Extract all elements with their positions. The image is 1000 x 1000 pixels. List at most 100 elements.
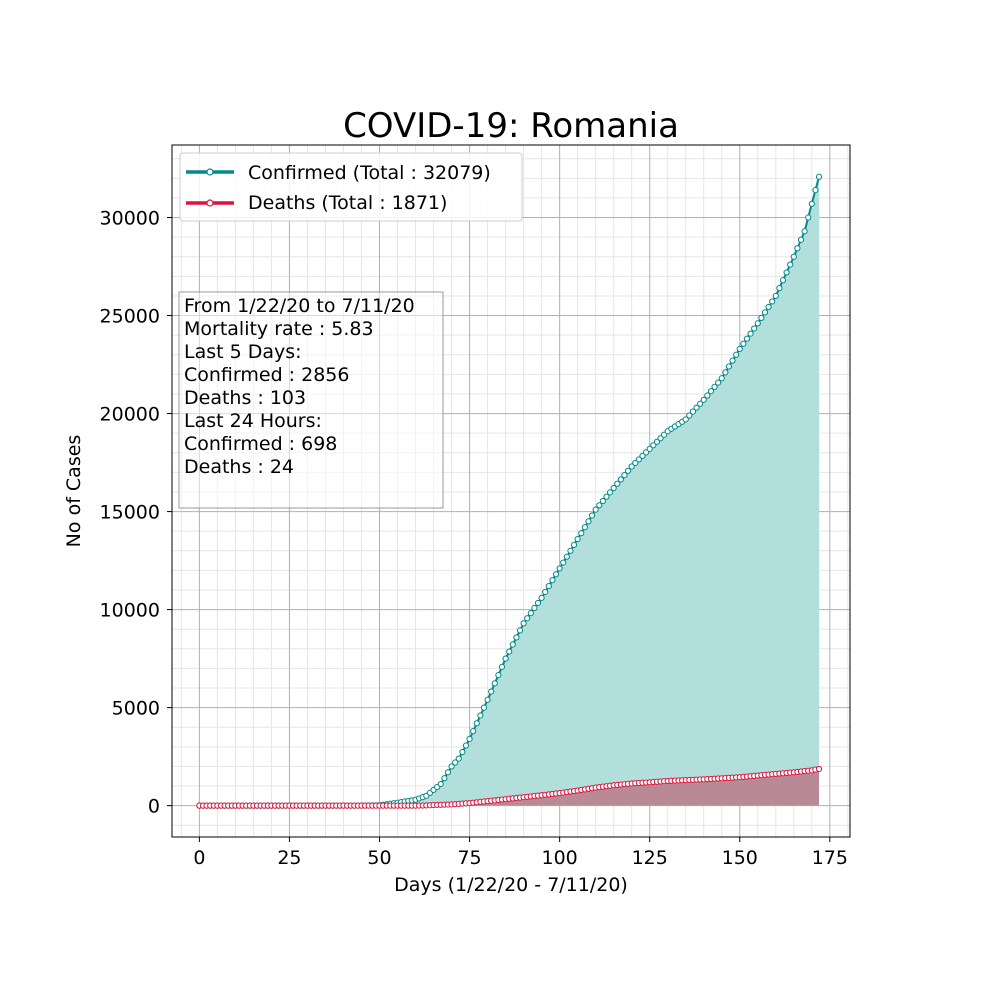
confirmed-point: [509, 641, 516, 648]
confirmed-point: [448, 763, 455, 770]
legend-deaths-label: Deaths (Total : 1871): [248, 192, 447, 214]
legend: Confirmed (Total : 32079) Deaths (Total …: [179, 152, 523, 222]
confirmed-point: [761, 309, 769, 316]
y-tick-label: 5000: [112, 698, 160, 720]
confirmed-point: [805, 214, 812, 221]
confirmed-point: [624, 467, 632, 474]
confirmed-point: [498, 663, 506, 670]
confirmed-point: [639, 452, 646, 460]
plot-frame: [171, 144, 851, 838]
y-tick-label: 25000: [100, 306, 160, 328]
confirmed-point: [495, 671, 502, 679]
info-line-last24-confirmed: Confirmed : 698: [184, 433, 337, 455]
confirmed-point: [812, 186, 819, 194]
confirmed-point: [516, 627, 524, 634]
info-line-date-range: From 1/22/20 to 7/11/20: [184, 295, 415, 317]
confirmed-point: [545, 582, 552, 590]
confirmed-point: [646, 445, 653, 452]
confirmed-point: [815, 173, 823, 180]
confirmed-point: [502, 655, 509, 662]
legend-confirmed-marker: [206, 168, 214, 176]
confirmed-point: [437, 780, 444, 788]
confirmed-point: [693, 404, 700, 411]
confirmed-point: [661, 431, 668, 438]
confirmed-point: [574, 535, 581, 543]
confirmed-point: [524, 615, 531, 622]
info-box: From 1/22/20 to 7/11/20 Mortality rate :…: [178, 291, 444, 509]
confirmed-point: [751, 325, 758, 332]
y-tick-label: 20000: [100, 404, 160, 426]
confirmed-point: [610, 484, 617, 492]
confirmed-point: [808, 200, 815, 207]
confirmed-point: [711, 383, 718, 391]
confirmed-point: [549, 577, 556, 584]
confirmed-point: [718, 375, 725, 382]
confirmed-point: [779, 277, 787, 284]
confirmed-point: [578, 530, 585, 537]
confirmed-point: [689, 408, 697, 415]
confirmed-point: [538, 594, 545, 601]
confirmed-point: [725, 363, 733, 370]
confirmed-point: [787, 261, 794, 268]
legend-confirmed-label: Confirmed (Total : 32079): [248, 162, 491, 184]
deaths-area: [199, 768, 820, 806]
confirmed-point: [542, 588, 549, 596]
confirmed-point: [480, 704, 488, 711]
legend-deaths-marker: [206, 199, 214, 207]
confirmed-point: [643, 449, 650, 456]
confirmed-point: [617, 476, 624, 483]
info-line-last5-confirmed: Confirmed : 2856: [184, 364, 349, 386]
confirmed-point: [715, 379, 722, 386]
confirmed-point: [776, 285, 783, 292]
confirmed-point: [614, 480, 621, 487]
series-markers: [196, 173, 823, 809]
y-tick-label: 10000: [100, 600, 160, 622]
x-tick-label: 50: [367, 847, 391, 869]
confirmed-point: [747, 330, 754, 337]
confirmed-point: [794, 245, 801, 252]
x-tick-label: 125: [632, 847, 668, 869]
confirmed-point: [531, 604, 538, 612]
confirmed-point: [462, 742, 470, 749]
confirmed-point: [488, 688, 495, 695]
confirmed-point: [729, 357, 736, 364]
confirmed-point: [653, 438, 661, 445]
confirmed-point: [596, 502, 603, 509]
confirmed-point: [466, 735, 473, 743]
confirmed-point: [772, 292, 779, 300]
confirmed-point: [506, 648, 513, 655]
confirmed-area: [199, 176, 820, 806]
confirmed-point: [657, 435, 664, 442]
confirmed-point: [552, 571, 560, 578]
x-tick-label: 150: [722, 847, 758, 869]
confirmed-point: [459, 748, 466, 756]
confirmed-point: [754, 320, 761, 327]
confirmed-point: [527, 610, 534, 617]
confirmed-point: [758, 314, 765, 321]
confirmed-point: [686, 412, 693, 419]
confirmed-point: [740, 340, 747, 347]
chart-title: COVID-19: Romania: [343, 106, 679, 146]
confirmed-point: [534, 599, 542, 607]
confirmed-point: [585, 518, 592, 525]
info-line-mortality: Mortality rate : 5.83: [184, 318, 374, 340]
info-line-last5-header: Last 5 Days:: [184, 341, 302, 363]
y-axis-ticks: 0 5000 10000 15000 20000 25000 30000: [100, 208, 172, 818]
confirmed-point: [581, 524, 588, 531]
confirmed-point: [470, 728, 477, 735]
deaths-point: [815, 765, 823, 773]
x-tick-label: 175: [812, 847, 848, 869]
y-tick-label: 15000: [100, 502, 160, 524]
confirmed-point: [743, 335, 751, 342]
info-line-last24-header: Last 24 Hours:: [184, 410, 322, 432]
confirmed-point: [606, 489, 614, 496]
confirmed-point: [765, 303, 772, 311]
confirmed-point: [783, 269, 790, 276]
confirmed-point: [603, 493, 610, 500]
confirmed-point: [473, 720, 480, 727]
confirmed-point: [700, 396, 707, 403]
confirmed-point: [484, 696, 491, 703]
confirmed-point: [790, 253, 797, 260]
confirmed-point: [452, 759, 459, 766]
confirmed-point: [560, 559, 567, 566]
